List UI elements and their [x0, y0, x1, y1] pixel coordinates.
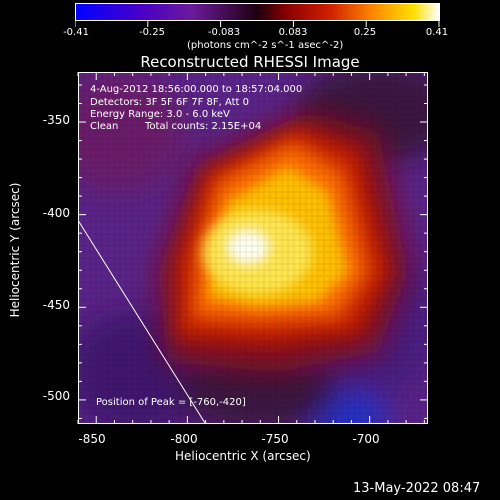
- axis-ticks: [77, 72, 428, 424]
- x-tick-label: -750: [261, 432, 289, 446]
- chart-title: Reconstructed RHESSI Image: [140, 53, 360, 71]
- plot-frame: [78, 72, 428, 424]
- info-counts: Total counts: 2.15E+04: [145, 121, 262, 132]
- x-axis-label: Heliocentric X (arcsec): [175, 449, 311, 463]
- y-axis-label: Heliocentric Y (arcsec): [8, 182, 22, 318]
- colorbar: [75, 3, 440, 21]
- plot-area: 4-Aug-2012 18:56:00.000 to 18:57:04.000 …: [77, 72, 428, 424]
- solar-limb-line: [78, 219, 207, 424]
- info-clean: Clean: [90, 121, 119, 132]
- y-tick-label: -450: [42, 298, 70, 312]
- colorbar-tick-label: 0.41: [425, 27, 449, 38]
- y-tick-label: -500: [42, 389, 70, 403]
- colorbar-tick-label: -0.083: [207, 27, 241, 38]
- peak-position-label: Position of Peak = [-760,-420]: [96, 397, 246, 408]
- info-energy: Energy Range: 3.0 - 6.0 keV: [90, 109, 230, 120]
- colorbar-units: (photons cm^-2 s^-1 asec^-2): [187, 40, 344, 51]
- heatmap-image: [78, 72, 428, 424]
- info-time: 4-Aug-2012 18:56:00.000 to 18:57:04.000: [90, 84, 303, 95]
- y-tick-label: -400: [42, 206, 70, 220]
- colorbar-tick-label: -0.25: [139, 27, 165, 38]
- colorbar-tick-label: -0.41: [63, 27, 89, 38]
- peak-marker: [258, 249, 263, 254]
- colorbar-tick-label: 0.083: [278, 27, 308, 38]
- info-detectors: Detectors: 3F 5F 6F 7F 8F, Att 0: [90, 97, 250, 108]
- footer-datestamp: 13-May-2022 08:47: [353, 481, 481, 496]
- x-tick-label: -700: [352, 432, 380, 446]
- x-tick-label: -800: [170, 432, 198, 446]
- colorbar-ticks: [75, 21, 440, 29]
- colorbar-tick-label: 0.25: [353, 27, 377, 38]
- y-tick-label: -350: [42, 113, 70, 127]
- x-tick-label: -850: [78, 432, 106, 446]
